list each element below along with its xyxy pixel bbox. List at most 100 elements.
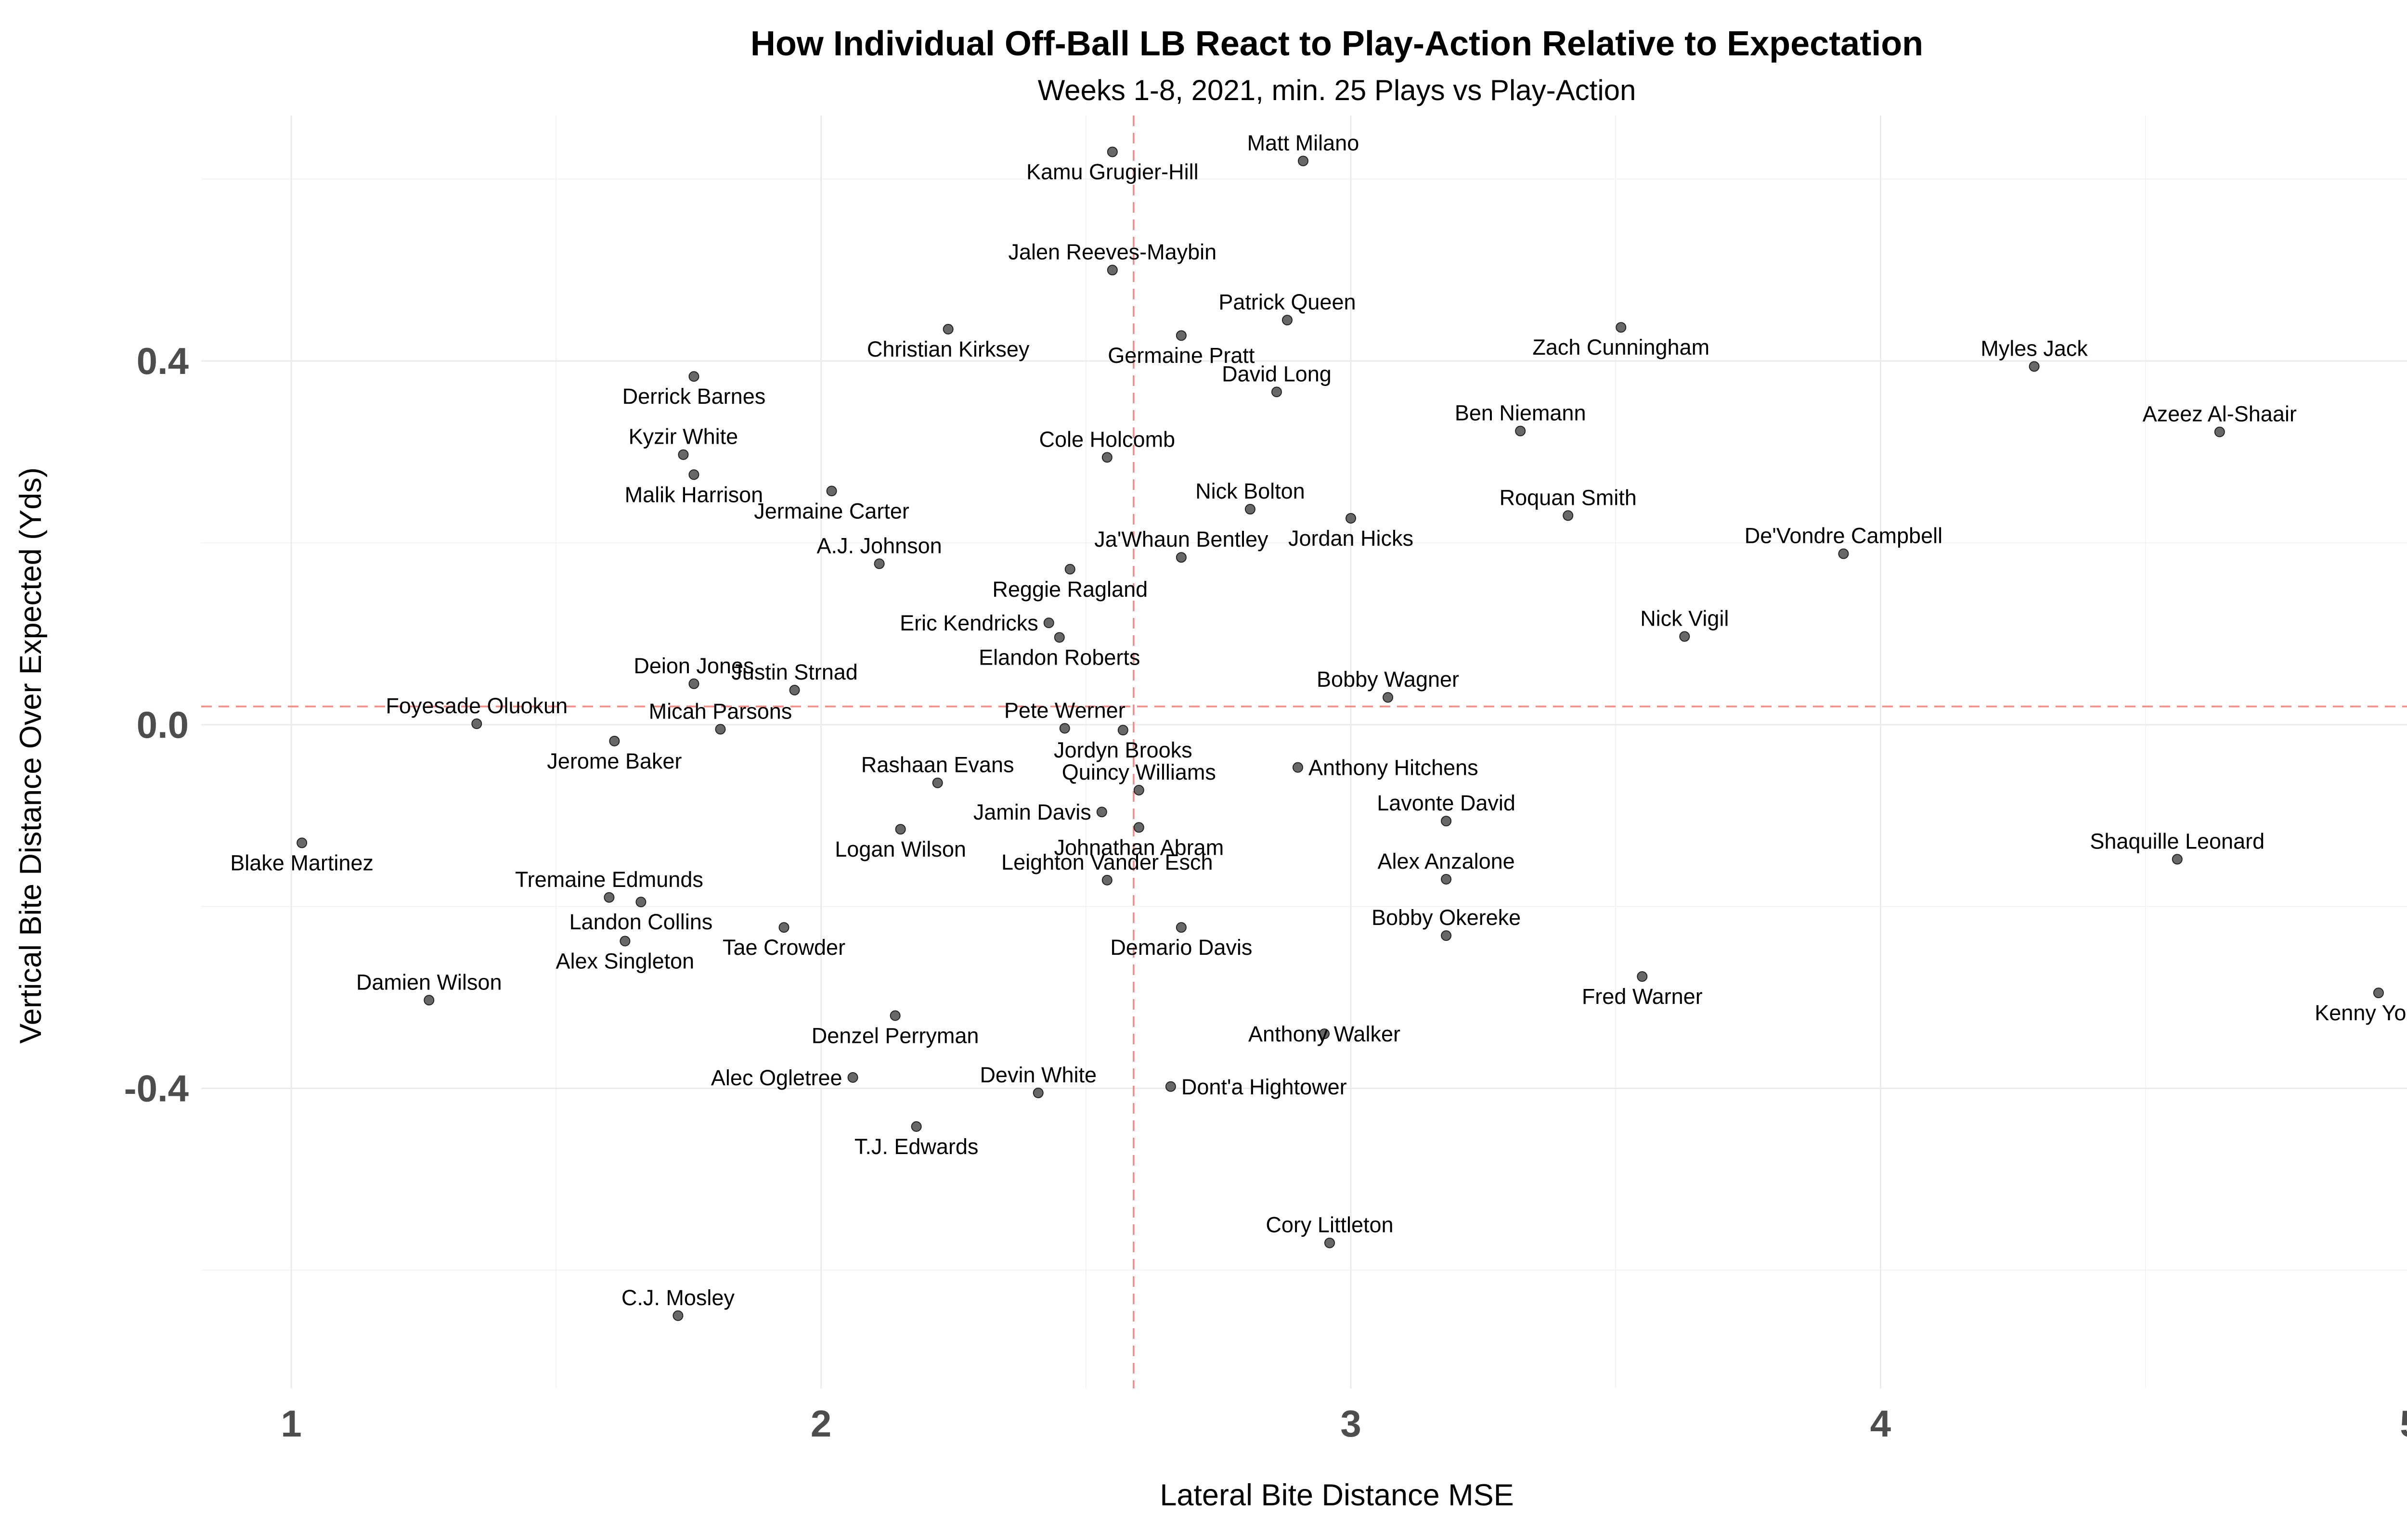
data-point bbox=[895, 824, 906, 835]
point-label: Johnathan Abram bbox=[1054, 835, 1224, 860]
data-point bbox=[1244, 504, 1255, 515]
data-point bbox=[688, 371, 699, 382]
data-point bbox=[1441, 930, 1452, 941]
point-label: Alex Singleton bbox=[556, 949, 695, 973]
data-point bbox=[1117, 725, 1128, 736]
data-point bbox=[789, 685, 800, 696]
data-point bbox=[673, 1310, 684, 1321]
data-point bbox=[1043, 617, 1054, 629]
point-label: Ben Niemann bbox=[1455, 401, 1586, 425]
point-label: Shaquille Leonard bbox=[2090, 829, 2265, 853]
data-point bbox=[1107, 146, 1118, 157]
point-label: Demario Davis bbox=[1110, 935, 1252, 960]
x-tick-label: 5 bbox=[2400, 1402, 2407, 1445]
data-point bbox=[2373, 988, 2384, 999]
data-point bbox=[1133, 784, 1144, 796]
point-label: Kyzir White bbox=[629, 424, 738, 449]
point-label: Dont'a Hightower bbox=[1181, 1075, 1347, 1099]
data-point bbox=[1176, 330, 1187, 341]
point-label: Jerome Baker bbox=[547, 749, 682, 773]
point-label: C.J. Mosley bbox=[621, 1285, 735, 1310]
data-point bbox=[1096, 807, 1107, 818]
data-point bbox=[1176, 922, 1187, 933]
data-point bbox=[2214, 426, 2225, 437]
data-points bbox=[297, 146, 2384, 1321]
data-point bbox=[932, 777, 943, 788]
y-axis-title: Vertical Bite Distance Over Expected (Yd… bbox=[14, 467, 48, 1044]
grid bbox=[201, 116, 2407, 1388]
point-label: Quincy Williams bbox=[1062, 760, 1216, 784]
point-label: Pete Werner bbox=[1004, 698, 1126, 722]
data-point bbox=[874, 558, 885, 569]
point-label: Anthony Walker bbox=[1248, 1022, 1400, 1046]
data-point bbox=[609, 735, 620, 746]
point-label: Zach Cunningham bbox=[1532, 335, 1709, 359]
data-point bbox=[1441, 816, 1452, 827]
point-label: Cole Holcomb bbox=[1039, 427, 1175, 451]
point-label: Foyesade Oluokun bbox=[386, 693, 568, 718]
x-tick-label: 2 bbox=[811, 1402, 831, 1445]
point-label: Leighton Vander Esch bbox=[1001, 850, 1213, 874]
data-point bbox=[943, 323, 954, 334]
data-point bbox=[826, 486, 837, 497]
point-label: David Long bbox=[1222, 361, 1332, 386]
point-label: Jamin Davis bbox=[973, 800, 1091, 824]
data-point bbox=[678, 449, 689, 460]
x-tick-label: 3 bbox=[1340, 1402, 1361, 1445]
data-point bbox=[1346, 513, 1357, 524]
data-point bbox=[1271, 386, 1282, 398]
data-point bbox=[778, 922, 789, 933]
data-point bbox=[1616, 322, 1627, 333]
point-label: Ja'Whaun Bentley bbox=[1094, 527, 1268, 552]
axis-ticks: 1 2 3 4 5 -0.4 0.0 0.4 bbox=[124, 340, 2407, 1445]
point-labels: Kamu Grugier-Hill Matt Milano Jalen Reeves… bbox=[230, 130, 2407, 1309]
point-label: Germaine Pratt bbox=[1108, 343, 1255, 368]
point-label: Logan Wilson bbox=[835, 837, 966, 861]
point-label: Azeez Al-Shaair bbox=[2143, 401, 2297, 426]
point-label: Deion Jones bbox=[634, 654, 754, 678]
point-label: Reggie Ragland bbox=[992, 577, 1148, 602]
point-label: Denzel Perryman bbox=[812, 1023, 979, 1048]
data-point bbox=[620, 936, 631, 947]
data-point bbox=[1059, 723, 1070, 734]
data-point bbox=[1101, 452, 1113, 463]
data-point bbox=[1679, 631, 1690, 642]
data-point bbox=[1281, 315, 1293, 326]
point-label: Micah Parsons bbox=[649, 699, 792, 723]
data-point bbox=[1838, 548, 1849, 559]
point-label: Jordyn Brooks bbox=[1054, 738, 1192, 762]
point-label: Roquan Smith bbox=[1500, 485, 1637, 510]
point-label: Alec Ogletree bbox=[711, 1065, 842, 1090]
point-label: Alex Anzalone bbox=[1377, 849, 1514, 873]
data-point bbox=[1319, 1028, 1330, 1040]
point-label: Tae Crowder bbox=[723, 935, 845, 960]
point-label: Matt Milano bbox=[1247, 130, 1359, 155]
point-label: Jalen Reeves-Maybin bbox=[1008, 240, 1216, 264]
point-label: Tremaine Edmunds bbox=[515, 867, 703, 892]
point-label: Bobby Okereke bbox=[1372, 905, 1521, 930]
point-label: Malik Harrison bbox=[625, 482, 764, 507]
chart-subtitle: Weeks 1-8, 2021, min. 25 Plays vs Play-A… bbox=[1038, 74, 1636, 106]
x-tick-label: 1 bbox=[281, 1402, 301, 1445]
y-tick-label: 0.0 bbox=[137, 704, 189, 746]
data-point bbox=[471, 718, 482, 729]
point-label: Myles Jack bbox=[1980, 336, 2088, 360]
data-point bbox=[1033, 1087, 1044, 1098]
data-point bbox=[604, 892, 615, 903]
point-label: Lavonte David bbox=[1377, 791, 1515, 815]
data-point bbox=[1101, 874, 1113, 886]
data-point bbox=[1176, 552, 1187, 563]
point-label: A.J. Johnson bbox=[817, 533, 942, 558]
point-label: Kamu Grugier-Hill bbox=[1026, 160, 1199, 184]
data-point bbox=[911, 1121, 922, 1132]
point-label: Patrick Queen bbox=[1218, 290, 1356, 314]
point-label: Nick Bolton bbox=[1195, 479, 1305, 503]
point-label: Damien Wilson bbox=[356, 970, 502, 994]
point-label: Derrick Barnes bbox=[622, 384, 766, 409]
data-point bbox=[1107, 265, 1118, 276]
point-label: Eric Kendricks bbox=[900, 611, 1038, 635]
data-point bbox=[1441, 874, 1452, 885]
data-point bbox=[1324, 1237, 1335, 1248]
data-point bbox=[688, 678, 699, 689]
